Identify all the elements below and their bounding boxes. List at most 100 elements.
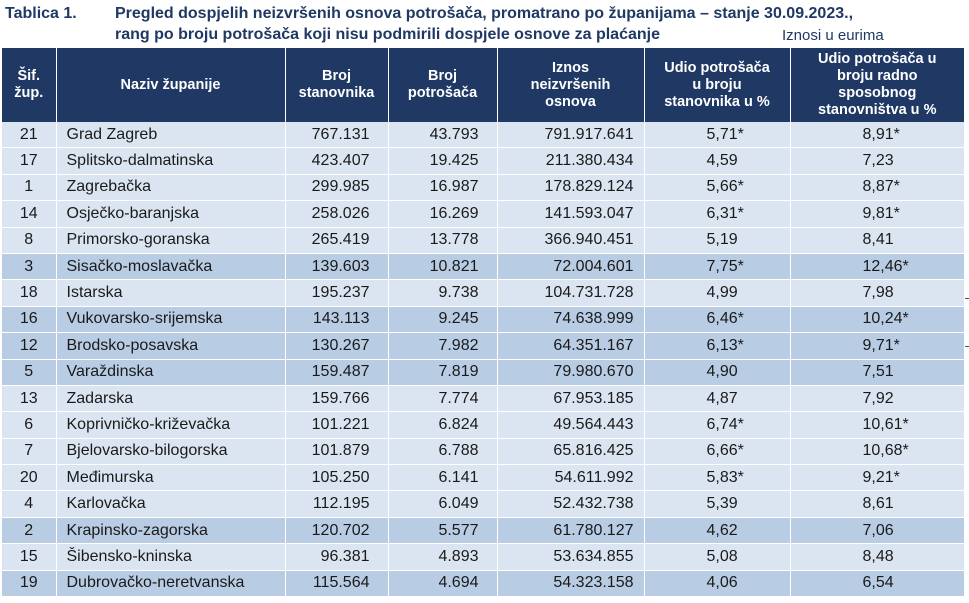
edge-tick xyxy=(965,298,969,299)
share-workforce-cell: 8,61 xyxy=(790,490,964,518)
share-population-cell: 5,39 xyxy=(644,490,791,518)
consumers-cell: 16.269 xyxy=(388,200,498,228)
table-row: 14 Osječko-baranjska 258.026 16.269 141.593.… xyxy=(2,200,964,228)
header-line: potrošača xyxy=(407,85,478,101)
county-code: 17 xyxy=(2,147,57,175)
population-cell: 767.131 xyxy=(285,122,389,149)
amount-cell: 54.611.992 xyxy=(497,464,645,492)
consumers-cell: 7.982 xyxy=(388,332,498,360)
amount-cell: 65.816.425 xyxy=(497,438,645,466)
population-cell: 112.195 xyxy=(285,490,389,518)
consumers-cell: 13.778 xyxy=(388,227,498,254)
county-code: 8 xyxy=(2,227,57,254)
amount-cell: 104.731.728 xyxy=(497,279,645,307)
amount-cell: 178.829.124 xyxy=(497,174,645,202)
table-title-line-1: Pregled dospjelih neizvršenih osnova pot… xyxy=(115,5,854,22)
county-code: 20 xyxy=(2,464,57,492)
population-cell: 101.879 xyxy=(285,438,389,466)
consumers-cell: 7.819 xyxy=(388,359,498,386)
share-workforce-cell: 12,46* xyxy=(790,253,964,281)
header-line: sposobnog xyxy=(838,85,917,101)
consumers-cell: 19.425 xyxy=(388,147,498,175)
share-population-cell: 6,13* xyxy=(644,332,791,360)
consumers-cell: 6.141 xyxy=(388,464,498,492)
share-workforce-cell: 10,61* xyxy=(790,411,964,439)
county-name: Karlovačka xyxy=(56,490,286,518)
amount-cell: 54.323.158 xyxy=(497,570,645,598)
header-line: žup. xyxy=(14,85,44,101)
header-line: Broj xyxy=(428,68,457,84)
header-line: Udio potrošača u xyxy=(818,51,937,67)
share-population-cell: 4,59 xyxy=(644,147,791,175)
header-share-population: Udio potrošača u broju stanovnika u % xyxy=(644,48,791,122)
county-name: Šibensko-kninska xyxy=(56,543,286,571)
share-workforce-cell: 8,87* xyxy=(790,174,964,202)
amount-cell: 61.780.127 xyxy=(497,517,645,545)
consumers-cell: 9.738 xyxy=(388,279,498,307)
share-population-cell: 6,46* xyxy=(644,306,791,334)
population-cell: 96.381 xyxy=(285,543,389,571)
population-cell: 115.564 xyxy=(285,570,389,598)
table-row: 19 Dubrovačko-neretvanska 115.564 4.694 54.3… xyxy=(2,570,964,598)
header-line: broju radno xyxy=(836,68,918,84)
table-row: 15 Šibensko-kninska 96.381 4.893 53.634.855 5… xyxy=(2,543,964,571)
county-name: Koprivničko-križevačka xyxy=(56,411,286,439)
population-cell: 130.267 xyxy=(285,332,389,360)
share-population-cell: 4,87 xyxy=(644,385,791,413)
header-share-workforce: Udio potrošača u broju radno sposobnog stan… xyxy=(790,48,964,122)
population-cell: 143.113 xyxy=(285,306,389,334)
amount-cell: 211.380.434 xyxy=(497,147,645,175)
population-cell: 120.702 xyxy=(285,517,389,545)
amount-cell: 366.940.451 xyxy=(497,227,645,254)
table-row: 3 Sisačko-moslavačka 139.603 10.821 72.004.6… xyxy=(2,253,964,281)
county-name: Primorsko-goranska xyxy=(56,227,286,254)
table-row: 12 Brodsko-posavska 130.267 7.982 64.351.167… xyxy=(2,332,964,360)
population-cell: 139.603 xyxy=(285,253,389,281)
table-row: 20 Međimurska 105.250 6.141 54.611.992 5,83* 9… xyxy=(2,464,964,492)
county-name: Zadarska xyxy=(56,385,286,413)
table-row: 16 Vukovarsko-srijemska 143.113 9.245 74.638… xyxy=(2,306,964,334)
share-population-cell: 7,75* xyxy=(644,253,791,281)
county-code: 1 xyxy=(2,174,57,202)
county-code: 5 xyxy=(2,359,57,386)
county-name: Grad Zagreb xyxy=(56,122,286,149)
share-workforce-cell: 7,06 xyxy=(790,517,964,545)
consumers-cell: 6.788 xyxy=(388,438,498,466)
consumers-cell: 6.049 xyxy=(388,490,498,518)
county-name: Osječko-baranjska xyxy=(56,200,286,228)
consumers-cell: 4.893 xyxy=(388,543,498,571)
edge-tick xyxy=(965,346,969,347)
amount-cell: 49.564.443 xyxy=(497,411,645,439)
header-line: osnova xyxy=(545,93,596,110)
population-cell: 195.237 xyxy=(285,279,389,307)
header-line: u broju xyxy=(692,76,742,93)
header-line: Iznos xyxy=(551,59,590,76)
table-body: 21 Grad Zagreb 767.131 43.793 791.917.641 5,7… xyxy=(2,122,964,598)
share-population-cell: 5,83* xyxy=(644,464,791,492)
header-line: Broj xyxy=(322,68,351,84)
amount-cell: 791.917.641 xyxy=(497,122,645,149)
county-code: 16 xyxy=(2,306,57,334)
table-row: 17 Splitsko-dalmatinska 423.407 19.425 211.3… xyxy=(2,147,964,175)
population-cell: 258.026 xyxy=(285,200,389,228)
share-workforce-cell: 7,51 xyxy=(790,359,964,386)
consumers-cell: 43.793 xyxy=(388,122,498,149)
amount-cell: 53.634.855 xyxy=(497,543,645,571)
table-number: Tablica 1. xyxy=(5,5,77,22)
header-line: neizvršenih xyxy=(530,76,611,93)
population-cell: 105.250 xyxy=(285,464,389,492)
table-row: 7 Bjelovarsko-bilogorska 101.879 6.788 65.81… xyxy=(2,438,964,466)
population-cell: 101.221 xyxy=(285,411,389,439)
county-code: 14 xyxy=(2,200,57,228)
amount-cell: 74.638.999 xyxy=(497,306,645,334)
share-workforce-cell: 10,68* xyxy=(790,438,964,466)
share-population-cell: 4,90 xyxy=(644,359,791,386)
share-workforce-cell: 9,81* xyxy=(790,200,964,228)
county-name: Dubrovačko-neretvanska xyxy=(56,570,286,598)
share-population-cell: 4,99 xyxy=(644,279,791,307)
header-line: stanovnika u % xyxy=(664,93,770,110)
table-row: 18 Istarska 195.237 9.738 104.731.728 4,99 7,9… xyxy=(2,279,964,307)
county-name: Istarska xyxy=(56,279,286,307)
share-workforce-cell: 10,24* xyxy=(790,306,964,334)
population-cell: 265.419 xyxy=(285,227,389,254)
